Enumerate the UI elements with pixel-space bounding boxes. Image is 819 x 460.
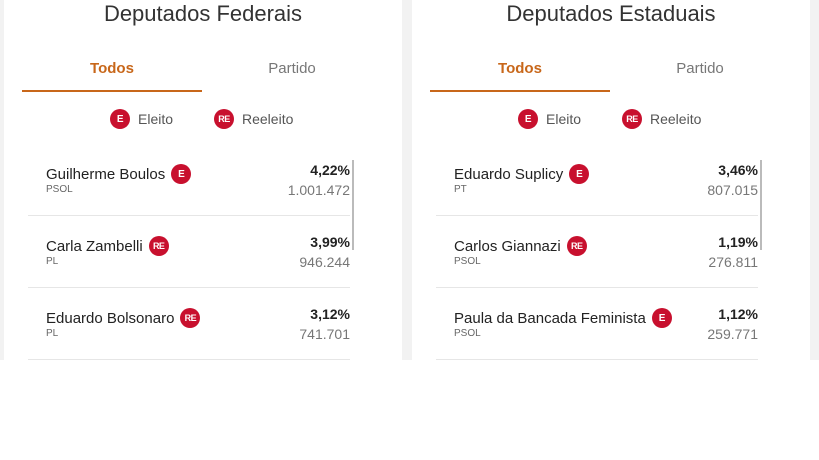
reeleito-badge-icon: RE xyxy=(566,236,587,256)
candidate-party: PSOL xyxy=(454,256,481,267)
candidate-row[interactable]: Guilherme Boulos E PSOL 4,22% 1.001.472 xyxy=(28,144,350,216)
legend: E Eleito RE Reeleito xyxy=(4,108,402,130)
candidate-party: PSOL xyxy=(46,184,73,195)
candidate-percentage: 1,12% xyxy=(718,306,758,322)
legend-eleito: E Eleito xyxy=(110,108,173,130)
candidate-name-text: Carla Zambelli xyxy=(46,237,143,255)
tab-partido[interactable]: Partido xyxy=(676,60,724,77)
tab-todos[interactable]: Todos xyxy=(430,56,610,92)
reeleito-badge-icon: RE xyxy=(622,109,642,129)
state-deputies-card: Deputados Estaduais Todos Partido E Elei… xyxy=(412,0,810,360)
scrollbar[interactable] xyxy=(352,160,354,250)
candidate-votes: 946.244 xyxy=(299,254,350,270)
candidate-name-text: Eduardo Bolsonaro xyxy=(46,309,175,327)
legend-label: Eleito xyxy=(546,111,582,127)
candidate-votes: 276.811 xyxy=(708,254,758,270)
tab-partido[interactable]: Partido xyxy=(268,60,316,77)
legend-label: Reeleito xyxy=(650,111,702,127)
candidate-percentage: 3,12% xyxy=(310,306,350,322)
candidate-name-text: Paula da Bancada Feminista xyxy=(454,309,646,327)
candidate-name-text: Guilherme Boulos xyxy=(46,165,166,183)
legend-eleito: E Eleito xyxy=(518,108,581,130)
candidate-name-text: Eduardo Suplicy xyxy=(454,165,564,183)
candidate-row[interactable]: Carlos Giannazi RE PSOL 1,19% 276.811 xyxy=(436,216,758,288)
card-title: Deputados Federais xyxy=(103,1,303,26)
candidate-name: Carla Zambelli RE xyxy=(46,236,169,256)
candidate-list: Guilherme Boulos E PSOL 4,22% 1.001.472 … xyxy=(28,144,350,360)
tabs: Todos Partido xyxy=(22,56,382,92)
legend-label: Reeleito xyxy=(242,111,294,127)
reeleito-badge-icon: RE xyxy=(180,308,201,328)
reeleito-badge-icon: RE xyxy=(214,109,234,129)
candidate-row[interactable]: Eduardo Suplicy E PT 3,46% 807.015 xyxy=(436,144,758,216)
candidate-percentage: 1,19% xyxy=(718,234,758,250)
eleito-badge-icon: E xyxy=(171,164,192,184)
candidate-percentage: 4,22% xyxy=(310,162,350,178)
candidate-list: Eduardo Suplicy E PT 3,46% 807.015 Carlo… xyxy=(436,144,758,360)
candidate-percentage: 3,99% xyxy=(310,234,350,250)
candidate-row[interactable]: Eduardo Bolsonaro RE PL 3,12% 741.701 xyxy=(28,288,350,360)
candidate-party: PL xyxy=(46,328,59,339)
candidate-row[interactable]: Paula da Bancada Feminista E PSOL 1,12% … xyxy=(436,288,758,360)
candidate-name: Paula da Bancada Feminista E xyxy=(454,308,672,328)
candidate-party: PSOL xyxy=(454,328,481,339)
legend-reeleito: RE Reeleito xyxy=(622,108,701,130)
candidate-votes: 1.001.472 xyxy=(287,182,350,198)
legend: E Eleito RE Reeleito xyxy=(412,108,810,130)
eleito-badge-icon: E xyxy=(110,109,130,129)
candidate-party: PT xyxy=(454,184,467,195)
candidate-votes: 741.701 xyxy=(299,326,350,342)
candidate-name: Eduardo Bolsonaro RE xyxy=(46,308,201,328)
eleito-badge-icon: E xyxy=(518,109,538,129)
candidate-name: Eduardo Suplicy E xyxy=(454,164,590,184)
card-title: Deputados Estaduais xyxy=(506,1,716,26)
tabs: Todos Partido xyxy=(430,56,790,92)
candidate-votes: 259.771 xyxy=(707,326,758,342)
reeleito-badge-icon: RE xyxy=(148,236,169,256)
candidate-name: Carlos Giannazi RE xyxy=(454,236,587,256)
candidate-name: Guilherme Boulos E xyxy=(46,164,192,184)
eleito-badge-icon: E xyxy=(651,308,672,328)
federal-deputies-card: Deputados Federais Todos Partido E Eleit… xyxy=(4,0,402,360)
candidate-percentage: 3,46% xyxy=(718,162,758,178)
scrollbar[interactable] xyxy=(760,160,762,250)
candidate-party: PL xyxy=(46,256,59,267)
candidate-name-text: Carlos Giannazi xyxy=(454,237,561,255)
legend-reeleito: RE Reeleito xyxy=(214,108,293,130)
legend-label: Eleito xyxy=(138,111,174,127)
candidate-row[interactable]: Carla Zambelli RE PL 3,99% 946.244 xyxy=(28,216,350,288)
eleito-badge-icon: E xyxy=(569,164,590,184)
tab-todos[interactable]: Todos xyxy=(22,56,202,92)
candidate-votes: 807.015 xyxy=(707,182,758,198)
